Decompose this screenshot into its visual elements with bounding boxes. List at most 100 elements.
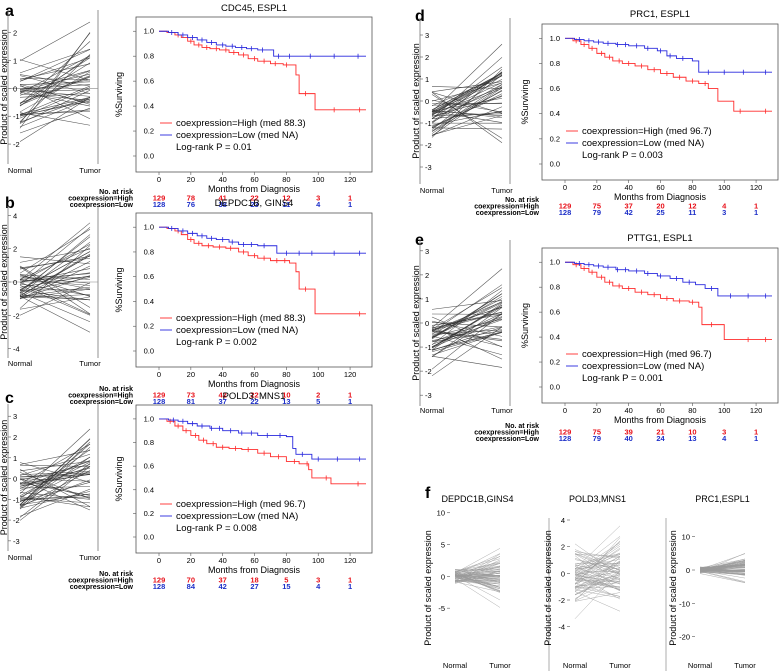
f-ytick-label: 4 — [561, 516, 565, 525]
risk-value-low: 11 — [282, 200, 290, 209]
paired-line — [19, 467, 91, 487]
paired-line — [431, 322, 503, 328]
paired-line — [19, 54, 91, 122]
paired-line — [19, 462, 91, 483]
risk-label-low: coexpression=Low — [70, 399, 134, 406]
risk-value-high: 70 — [187, 576, 195, 585]
f-paired-line — [574, 573, 621, 591]
f-paired-line — [574, 561, 621, 590]
paired-line — [19, 79, 91, 92]
km-ytick-label: 0.0 — [144, 533, 154, 542]
risk-label-low: coexpression=Low — [70, 202, 134, 209]
km-ytick-label: 0.0 — [144, 347, 154, 356]
f-paired-line — [574, 562, 621, 570]
risk-value-low: 4 — [316, 582, 321, 591]
paired-line — [19, 491, 91, 509]
f-paired-line — [454, 563, 501, 577]
paired-plot-c — [7, 404, 99, 551]
paired-line — [431, 87, 503, 136]
legend-label-high: coexpression=High (med 96.7) — [176, 499, 306, 510]
paired-line — [19, 62, 91, 107]
paired-line — [19, 469, 91, 507]
km-ylabel: %Surviving — [520, 79, 530, 124]
risk-value-low: 22 — [250, 397, 258, 406]
paired-line — [431, 74, 503, 130]
paired-line — [431, 82, 503, 102]
risk-value-low: 4 — [722, 434, 727, 443]
paired-ylabel: Product of scaled expression — [0, 224, 9, 340]
risk-value-high: 12 — [688, 202, 696, 211]
km-xtick-label: 40 — [219, 370, 227, 379]
legend-label-high: coexpression=High (med 88.3) — [176, 313, 306, 324]
km-xtick-label: 0 — [157, 370, 161, 379]
f-paired-line — [574, 576, 621, 588]
paired-line — [19, 63, 91, 80]
risk-value-high: 22 — [250, 391, 258, 400]
risk-label-high: coexpression=High — [68, 393, 133, 400]
paired-line — [19, 474, 91, 485]
paired-line — [431, 81, 503, 93]
km-curve-high — [159, 226, 366, 315]
km-ytick-label: 1.0 — [144, 223, 154, 232]
f-ytick-label: 10 — [682, 533, 690, 542]
km-ytick-label: 0.2 — [144, 509, 154, 518]
risk-value-high: 2 — [316, 391, 320, 400]
km-ytick-label: 1.0 — [144, 27, 154, 36]
risk-value-low: 128 — [559, 434, 572, 443]
km-xlabel: Months from Diagnosis — [208, 184, 301, 194]
f-paired-line — [574, 556, 621, 580]
paired-line — [431, 296, 503, 339]
risk-value-low: 24 — [656, 434, 665, 443]
km-ytick-label: 0.4 — [144, 485, 154, 494]
km-chart-c — [133, 404, 373, 556]
paired-line — [19, 96, 91, 142]
risk-header: No. at risk — [505, 423, 539, 430]
paired-ytick-label: -1 — [425, 119, 432, 128]
km-xtick-label: 0 — [563, 406, 567, 415]
paired-line — [431, 71, 503, 124]
paired-line — [431, 332, 503, 352]
paired-line — [431, 113, 503, 117]
f-paired-line — [574, 580, 621, 602]
km-chart-e — [539, 247, 779, 406]
paired-line — [431, 102, 503, 106]
paired-line — [19, 48, 91, 74]
km-xtick-label: 100 — [312, 175, 325, 184]
km-curve-high — [565, 261, 772, 341]
risk-value-low: 128 — [559, 208, 572, 217]
risk-header: No. at risk — [505, 197, 539, 204]
paired-line — [19, 286, 91, 297]
risk-value-high: 1 — [754, 202, 758, 211]
risk-label-high: coexpression=High — [474, 204, 539, 211]
paired-line — [431, 109, 503, 119]
risk-value-low: 1 — [348, 200, 352, 209]
km-xtick-label: 80 — [282, 175, 290, 184]
risk-value-high: 129 — [153, 194, 166, 203]
risk-value-high: 1 — [754, 428, 758, 437]
risk-value-low: 11 — [688, 208, 696, 217]
paired-line — [19, 49, 91, 82]
km-curve-high — [565, 37, 772, 112]
paired-ytick-label: 0 — [13, 278, 17, 287]
paired-ylabel: Product of scaled expression — [0, 29, 9, 145]
risk-value-high: 3 — [722, 428, 726, 437]
km-ytick-label: 0.6 — [550, 308, 560, 317]
f-paired-line — [574, 525, 621, 570]
km-xtick-label: 20 — [593, 406, 601, 415]
paired-line — [19, 274, 91, 280]
risk-value-high: 21 — [656, 428, 664, 437]
risk-value-low: 25 — [656, 208, 664, 217]
km-ytick-label: 0.2 — [550, 134, 560, 143]
km-title: PTTG1, ESPL1 — [627, 233, 692, 244]
paired-line — [431, 330, 503, 343]
km-xtick-label: 80 — [688, 183, 696, 192]
risk-value-high: 129 — [559, 202, 572, 211]
paired-ytick-label: 1 — [13, 57, 17, 66]
f-paired-line — [574, 543, 621, 576]
paired-line — [19, 55, 91, 94]
paired-line — [431, 326, 503, 351]
paired-line — [19, 290, 91, 301]
f-ytick-label: -10 — [679, 599, 690, 608]
paired-xlabel-tumor: Tumor — [79, 359, 101, 368]
f-paired-plot-1 — [567, 519, 621, 627]
